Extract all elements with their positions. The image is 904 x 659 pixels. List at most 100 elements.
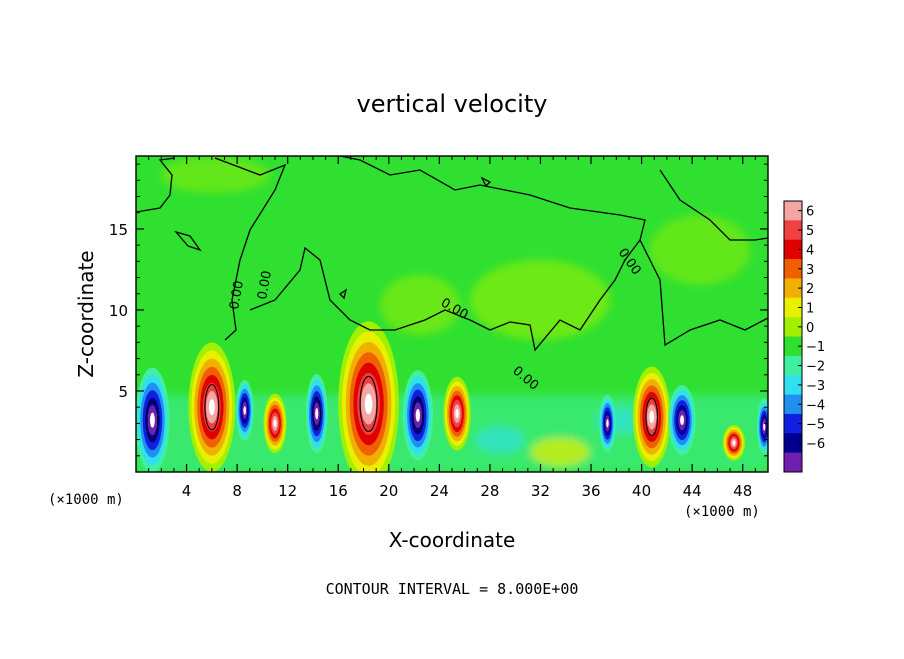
x-tick-label: 8 — [232, 482, 242, 500]
colorbar-swatch — [784, 220, 802, 241]
velocity-band — [364, 393, 373, 415]
velocity-band — [606, 419, 609, 428]
cell-contours — [146, 375, 659, 441]
velocity-band — [649, 410, 655, 424]
velocity-cell — [443, 376, 471, 451]
colorbar-swatch — [784, 278, 802, 299]
background-patch — [470, 260, 610, 340]
colorbar-swatch — [784, 239, 802, 260]
velocity-cell — [668, 385, 696, 456]
colorbar-tick-label: 6 — [806, 205, 814, 220]
x-axis-label: X-coordinate — [389, 528, 516, 552]
colorbar-swatch — [784, 394, 802, 415]
background-patch — [530, 437, 590, 467]
velocity-cell — [235, 379, 254, 441]
colorbar: 6 5 4 3 2 1 0 −1 −2 −3 −4 −5 −6 — [783, 200, 825, 473]
velocity-band — [149, 412, 155, 428]
colorbar-swatch — [784, 433, 802, 454]
colorbar-swatch — [784, 297, 802, 318]
zero-contours — [136, 156, 768, 352]
colorbar-tick-label: 2 — [806, 282, 814, 297]
zero-contour-line — [214, 157, 287, 341]
colorbar-swatch — [784, 355, 802, 376]
velocity-cell — [188, 342, 236, 472]
colorbar-tick-label: −6 — [806, 437, 825, 452]
chart-title: vertical velocity — [357, 90, 548, 118]
y-axis: 5 10 15 — [109, 163, 768, 457]
x-tick-label: 28 — [480, 482, 499, 500]
colorbar-tick-label: 0 — [806, 321, 814, 336]
x-axis: 4 8 12 16 20 24 28 32 36 40 44 48 — [148, 156, 756, 500]
contour-label: 0.00 — [255, 270, 275, 301]
velocity-band — [732, 440, 736, 446]
background-patch — [475, 426, 525, 454]
contour-label: 0.00 — [227, 280, 247, 311]
velocity-cell — [263, 393, 287, 454]
x-tick-label: 48 — [733, 482, 752, 500]
colorbar-tick-label: 3 — [806, 263, 814, 278]
y-tick-label: 10 — [109, 302, 128, 320]
background-patch — [650, 215, 750, 285]
zero-contour-line — [136, 157, 176, 213]
contour-interval-note: CONTOUR INTERVAL = 8.000E+00 — [326, 580, 579, 598]
colorbar-tick-label: −3 — [806, 379, 825, 394]
velocity-band — [763, 422, 766, 431]
colorbar-swatch — [784, 336, 802, 357]
zero-contour-line — [659, 169, 768, 241]
x-tick-label: 4 — [182, 482, 192, 500]
colorbar-swatch — [784, 201, 802, 221]
colorbar-tick-label: −5 — [806, 418, 825, 433]
velocity-cell — [632, 366, 671, 468]
x-tick-label: 12 — [278, 482, 297, 500]
zero-contour-line — [480, 176, 492, 188]
contour-line — [204, 383, 220, 431]
colorbar-tick-label: −4 — [806, 398, 825, 413]
velocity-band — [273, 419, 277, 428]
contour-line — [359, 375, 378, 433]
contour-line — [412, 397, 424, 433]
contour-line — [312, 396, 322, 431]
contour-line — [645, 397, 659, 437]
colorbar-swatch — [784, 375, 802, 396]
colorbar-tick-label: 4 — [806, 243, 814, 258]
colorbar-tick-label: 1 — [806, 301, 814, 316]
x-tick-label: 36 — [581, 482, 600, 500]
velocity-band — [315, 407, 319, 420]
velocity-cell — [338, 321, 399, 472]
velocity-cells — [136, 321, 768, 472]
y-tick-label: 5 — [118, 383, 128, 401]
x-tick-label: 16 — [329, 482, 348, 500]
velocity-cell — [756, 398, 768, 455]
colorbar-swatch — [784, 452, 802, 473]
colorbar-tick-label: −1 — [806, 340, 825, 355]
zero-contour-line — [174, 230, 202, 252]
zero-contour-line — [338, 288, 348, 300]
velocity-cell — [305, 373, 328, 454]
zero-contour-line — [249, 156, 646, 352]
x-tick-label: 20 — [379, 482, 398, 500]
x-tick-label: 24 — [430, 482, 449, 500]
contour-line — [146, 400, 159, 441]
velocity-cell — [722, 425, 745, 461]
velocity-band — [208, 399, 215, 416]
x-unit-right: (×1000 m) — [684, 504, 760, 520]
velocity-band — [455, 409, 459, 419]
colorbar-tick-label: −2 — [806, 360, 825, 375]
velocity-cell — [136, 367, 170, 472]
colorbar-swatch — [784, 413, 802, 434]
background-patch — [380, 275, 460, 335]
colorbar-tick-label: 5 — [806, 224, 814, 239]
colorbar-frame — [783, 200, 803, 473]
x-tick-label: 40 — [632, 482, 651, 500]
x-tick-label: 44 — [683, 482, 702, 500]
plot-area — [136, 156, 768, 472]
velocity-cell — [402, 370, 433, 461]
velocity-band — [415, 408, 421, 422]
y-axis-label: Z-coordinate — [74, 250, 98, 377]
velocity-cell — [599, 394, 616, 452]
background-patch — [160, 157, 270, 193]
y-tick-label: 15 — [109, 221, 128, 239]
x-tick-label: 32 — [531, 482, 550, 500]
colorbar-swatch — [784, 259, 802, 279]
